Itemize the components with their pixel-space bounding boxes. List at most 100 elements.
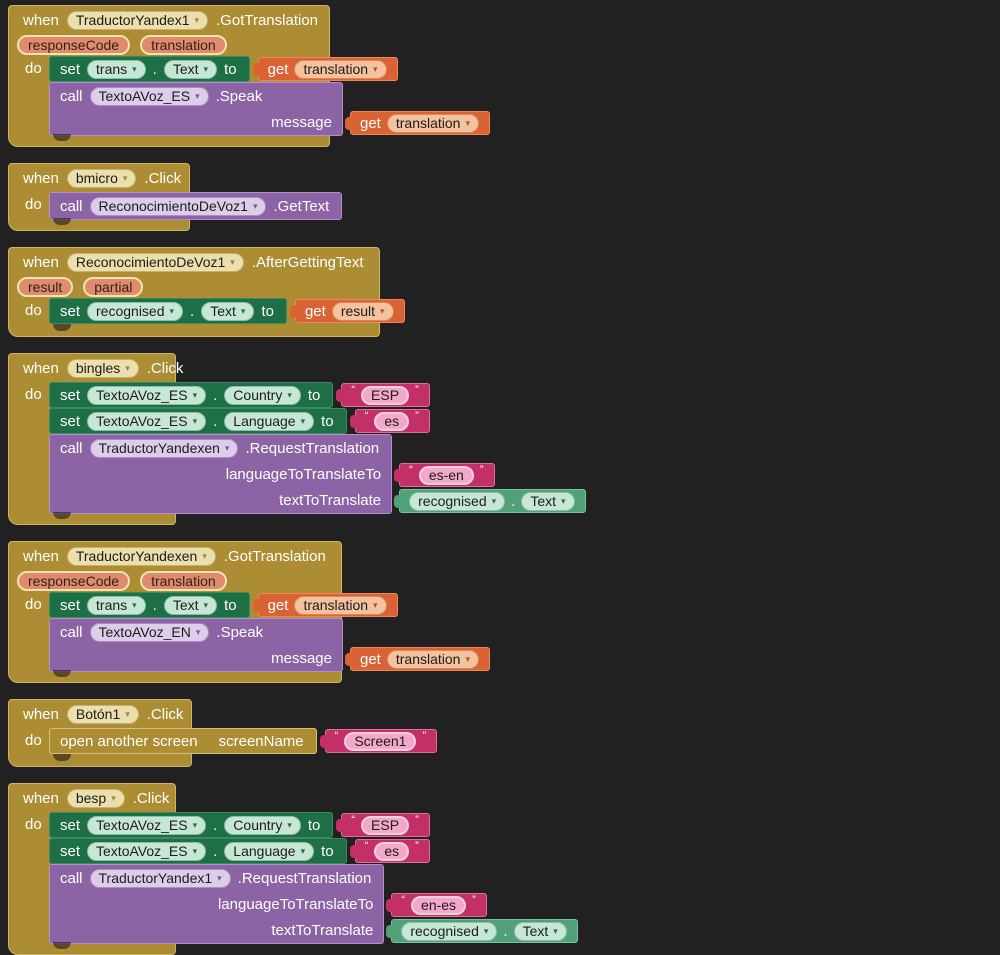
component-dropdown[interactable]: recognised ▾ <box>401 921 498 941</box>
param-pill[interactable]: translation <box>140 35 227 55</box>
component-dropdown[interactable]: bingles ▾ <box>66 358 139 378</box>
text-block[interactable]: “ en-es ” <box>386 893 487 917</box>
component-dropdown[interactable]: ReconocimientoDeVoz1 ▾ <box>66 252 244 272</box>
call-block[interactable]: call ReconocimientoDeVoz1 ▾ .GetText <box>49 192 343 220</box>
param-pill[interactable]: translation <box>140 571 227 591</box>
get-block[interactable]: get translation ▾ <box>252 57 398 81</box>
dropdown-icon: ▾ <box>192 819 198 830</box>
component-dropdown[interactable]: recognised ▾ <box>409 491 506 511</box>
property-dropdown[interactable]: Country ▾ <box>224 815 301 835</box>
property-dropdown[interactable]: Language ▾ <box>224 841 315 861</box>
text-block[interactable]: “ es ” <box>349 409 430 433</box>
component-dropdown[interactable]: TraductorYandex1 ▾ <box>66 10 209 30</box>
text-value[interactable]: es <box>374 841 410 861</box>
dropdown-icon: ▾ <box>491 495 497 506</box>
when-keyword: when <box>23 359 59 377</box>
component-dropdown[interactable]: TextoAVoz_ES ▾ <box>89 86 209 106</box>
component-dropdown[interactable]: trans ▾ <box>87 595 146 615</box>
property-getter-block[interactable]: recognised ▾ . Text ▾ <box>394 489 586 513</box>
set-block[interactable]: set trans ▾ . Text ▾ to <box>49 56 250 82</box>
component-dropdown[interactable]: TextoAVoz_EN ▾ <box>89 622 210 642</box>
param-pill[interactable]: responseCode <box>17 571 131 591</box>
component-name: ReconocimientoDeVoz1 <box>98 198 248 214</box>
component-dropdown[interactable]: TextoAVoz_ES ▾ <box>87 385 207 405</box>
component-dropdown[interactable]: TraductorYandex1 ▾ <box>89 868 231 888</box>
component-dropdown[interactable]: recognised ▾ <box>87 301 184 321</box>
param-pill[interactable]: responseCode <box>17 35 131 55</box>
set-block[interactable]: set recognised ▾ . Text ▾ to <box>49 298 287 324</box>
set-block[interactable]: set TextoAVoz_ES ▾ . Language ▾ to <box>49 408 347 434</box>
property-dropdown[interactable]: Country ▾ <box>224 385 301 405</box>
text-value[interactable]: Screen1 <box>344 731 417 751</box>
text-block[interactable]: “ es-en ” <box>394 463 495 487</box>
variable-dropdown[interactable]: translation ▾ <box>386 649 479 669</box>
event-name: .Click <box>146 705 184 723</box>
event-block-gottranslation-1[interactable]: when TraductorYandex1 ▾ .GotTranslation … <box>8 5 490 147</box>
property-dropdown[interactable]: Text ▾ <box>163 59 218 79</box>
variable-dropdown[interactable]: translation ▾ <box>386 113 479 133</box>
call-block[interactable]: call TraductorYandex1 ▾ .RequestTranslat… <box>49 864 578 944</box>
variable-dropdown[interactable]: result ▾ <box>331 301 394 321</box>
event-block-besp-click[interactable]: when besp ▾ .Click do set TextoAVoz_ES ▾… <box>8 783 578 955</box>
set-block[interactable]: set trans ▾ . Text ▾ to <box>49 592 250 618</box>
property-dropdown[interactable]: Text ▾ <box>513 921 567 941</box>
variable-dropdown[interactable]: translation ▾ <box>294 595 387 615</box>
text-block[interactable]: “ ESP ” <box>336 383 430 407</box>
open-quote: “ <box>409 463 413 476</box>
open-quote: “ <box>401 893 406 906</box>
get-block[interactable]: get result ▾ <box>289 299 405 323</box>
component-dropdown[interactable]: TraductorYandexen ▾ <box>89 438 239 458</box>
text-value[interactable]: ESP <box>361 815 410 835</box>
when-keyword: when <box>23 789 59 807</box>
property-dropdown[interactable]: Language ▾ <box>224 411 315 431</box>
param-pill[interactable]: partial <box>83 277 144 297</box>
component-dropdown[interactable]: besp ▾ <box>66 788 125 808</box>
text-value[interactable]: es <box>374 411 410 431</box>
to-keyword: to <box>261 302 274 320</box>
open-quote: “ <box>351 383 356 396</box>
property-dropdown[interactable]: Text ▾ <box>521 491 575 511</box>
get-block[interactable]: get translation ▾ <box>345 111 490 135</box>
text-block[interactable]: “ es ” <box>349 839 430 863</box>
set-block[interactable]: set TextoAVoz_ES ▾ . Country ▾ to <box>49 812 334 838</box>
component-dropdown[interactable]: TextoAVoz_ES ▾ <box>87 815 207 835</box>
variable-dropdown[interactable]: translation ▾ <box>294 59 387 79</box>
get-block[interactable]: get translation ▾ <box>345 647 490 671</box>
component-dropdown[interactable]: Botón1 ▾ <box>66 704 139 724</box>
event-header: when ReconocimientoDeVoz1 ▾ .AfterGettin… <box>9 248 379 276</box>
text-value[interactable]: en-es <box>411 895 467 915</box>
event-block-aftergettingtext[interactable]: when ReconocimientoDeVoz1 ▾ .AfterGettin… <box>8 247 405 337</box>
dropdown-icon: ▾ <box>287 389 292 400</box>
event-block-bmicro-click[interactable]: when bmicro ▾ .Click do call Reconocimie… <box>8 163 343 231</box>
component-dropdown[interactable]: bmicro ▾ <box>66 168 137 188</box>
property-dropdown[interactable]: Text ▾ <box>201 301 255 321</box>
set-block[interactable]: set TextoAVoz_ES ▾ . Language ▾ to <box>49 838 347 864</box>
set-block[interactable]: set TextoAVoz_ES ▾ . Country ▾ to <box>49 382 334 408</box>
text-block[interactable]: “ ESP ” <box>336 813 430 837</box>
dot-separator: . <box>213 412 218 430</box>
open-screen-block[interactable]: open another screen screenName <box>49 728 317 754</box>
text-value[interactable]: es-en <box>418 465 474 485</box>
event-block-gottranslation-2[interactable]: when TraductorYandexen ▾ .GotTranslation… <box>8 541 490 683</box>
property-getter-block[interactable]: recognised ▾ . Text ▾ <box>386 919 578 943</box>
call-block[interactable]: call TextoAVoz_ES ▾ .Speak message <box>49 82 490 136</box>
component-dropdown[interactable]: trans ▾ <box>87 59 146 79</box>
open-quote: “ <box>364 409 369 422</box>
param-pill[interactable]: result <box>17 277 74 297</box>
arg-label: textToTranslate <box>279 491 382 509</box>
close-quote: ” <box>479 463 484 476</box>
event-block-bingles-click[interactable]: when bingles ▾ .Click do set TextoAVoz_E… <box>8 353 586 525</box>
component-dropdown[interactable]: ReconocimientoDeVoz1 ▾ <box>89 196 267 216</box>
call-block[interactable]: call TraductorYandexen ▾ .RequestTransla… <box>49 434 586 514</box>
event-block-boton1-click[interactable]: when Botón1 ▾ .Click do open another scr… <box>8 699 438 767</box>
text-block[interactable]: “ Screen1 ” <box>319 729 438 753</box>
component-dropdown[interactable]: TextoAVoz_ES ▾ <box>87 841 207 861</box>
dropdown-icon: ▾ <box>300 415 306 426</box>
get-block[interactable]: get translation ▾ <box>252 593 398 617</box>
component-dropdown[interactable]: TraductorYandexen ▾ <box>66 546 216 566</box>
property-dropdown[interactable]: Text ▾ <box>163 595 218 615</box>
component-dropdown[interactable]: TextoAVoz_ES ▾ <box>87 411 207 431</box>
text-value[interactable]: ESP <box>361 385 410 405</box>
call-block[interactable]: call TextoAVoz_EN ▾ .Speak message <box>49 618 490 672</box>
